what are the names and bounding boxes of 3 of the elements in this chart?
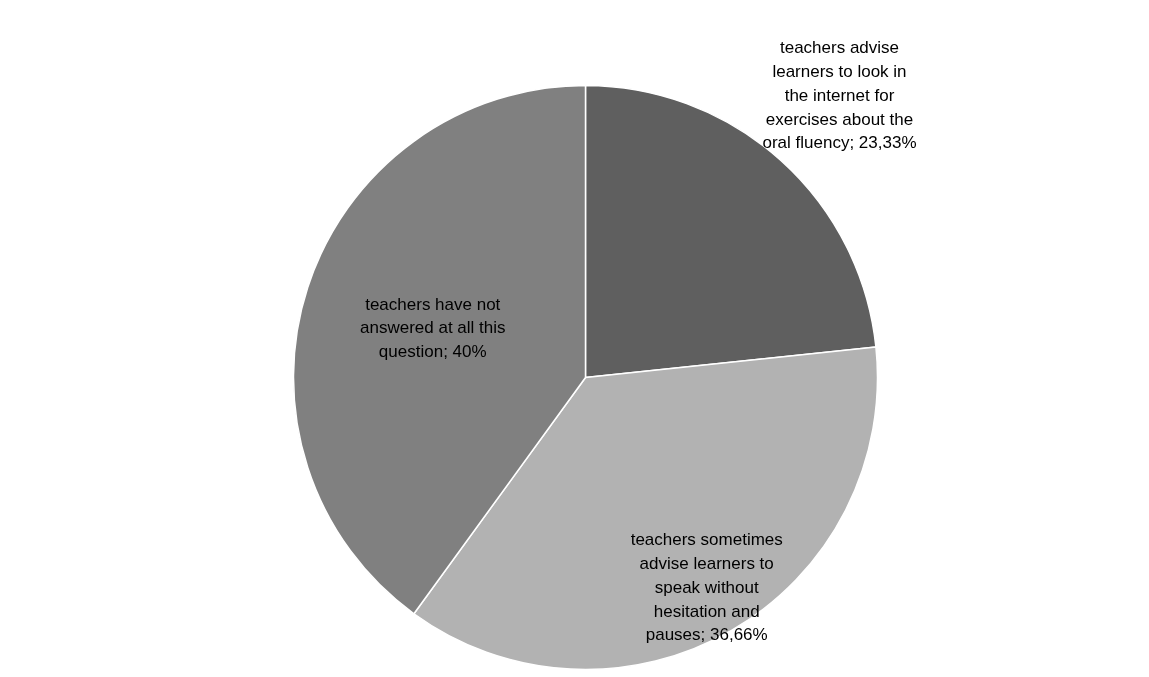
slice-label: teachers sometimes advise learners to speak without hesitation and pauses; 36,66% (630, 530, 783, 645)
slice-label: teachers have not answered at all this question; 40% (359, 294, 506, 362)
slice-label: teachers advise learners to look in the internet for exercises about the oral fluency; 23,33% (762, 38, 917, 153)
